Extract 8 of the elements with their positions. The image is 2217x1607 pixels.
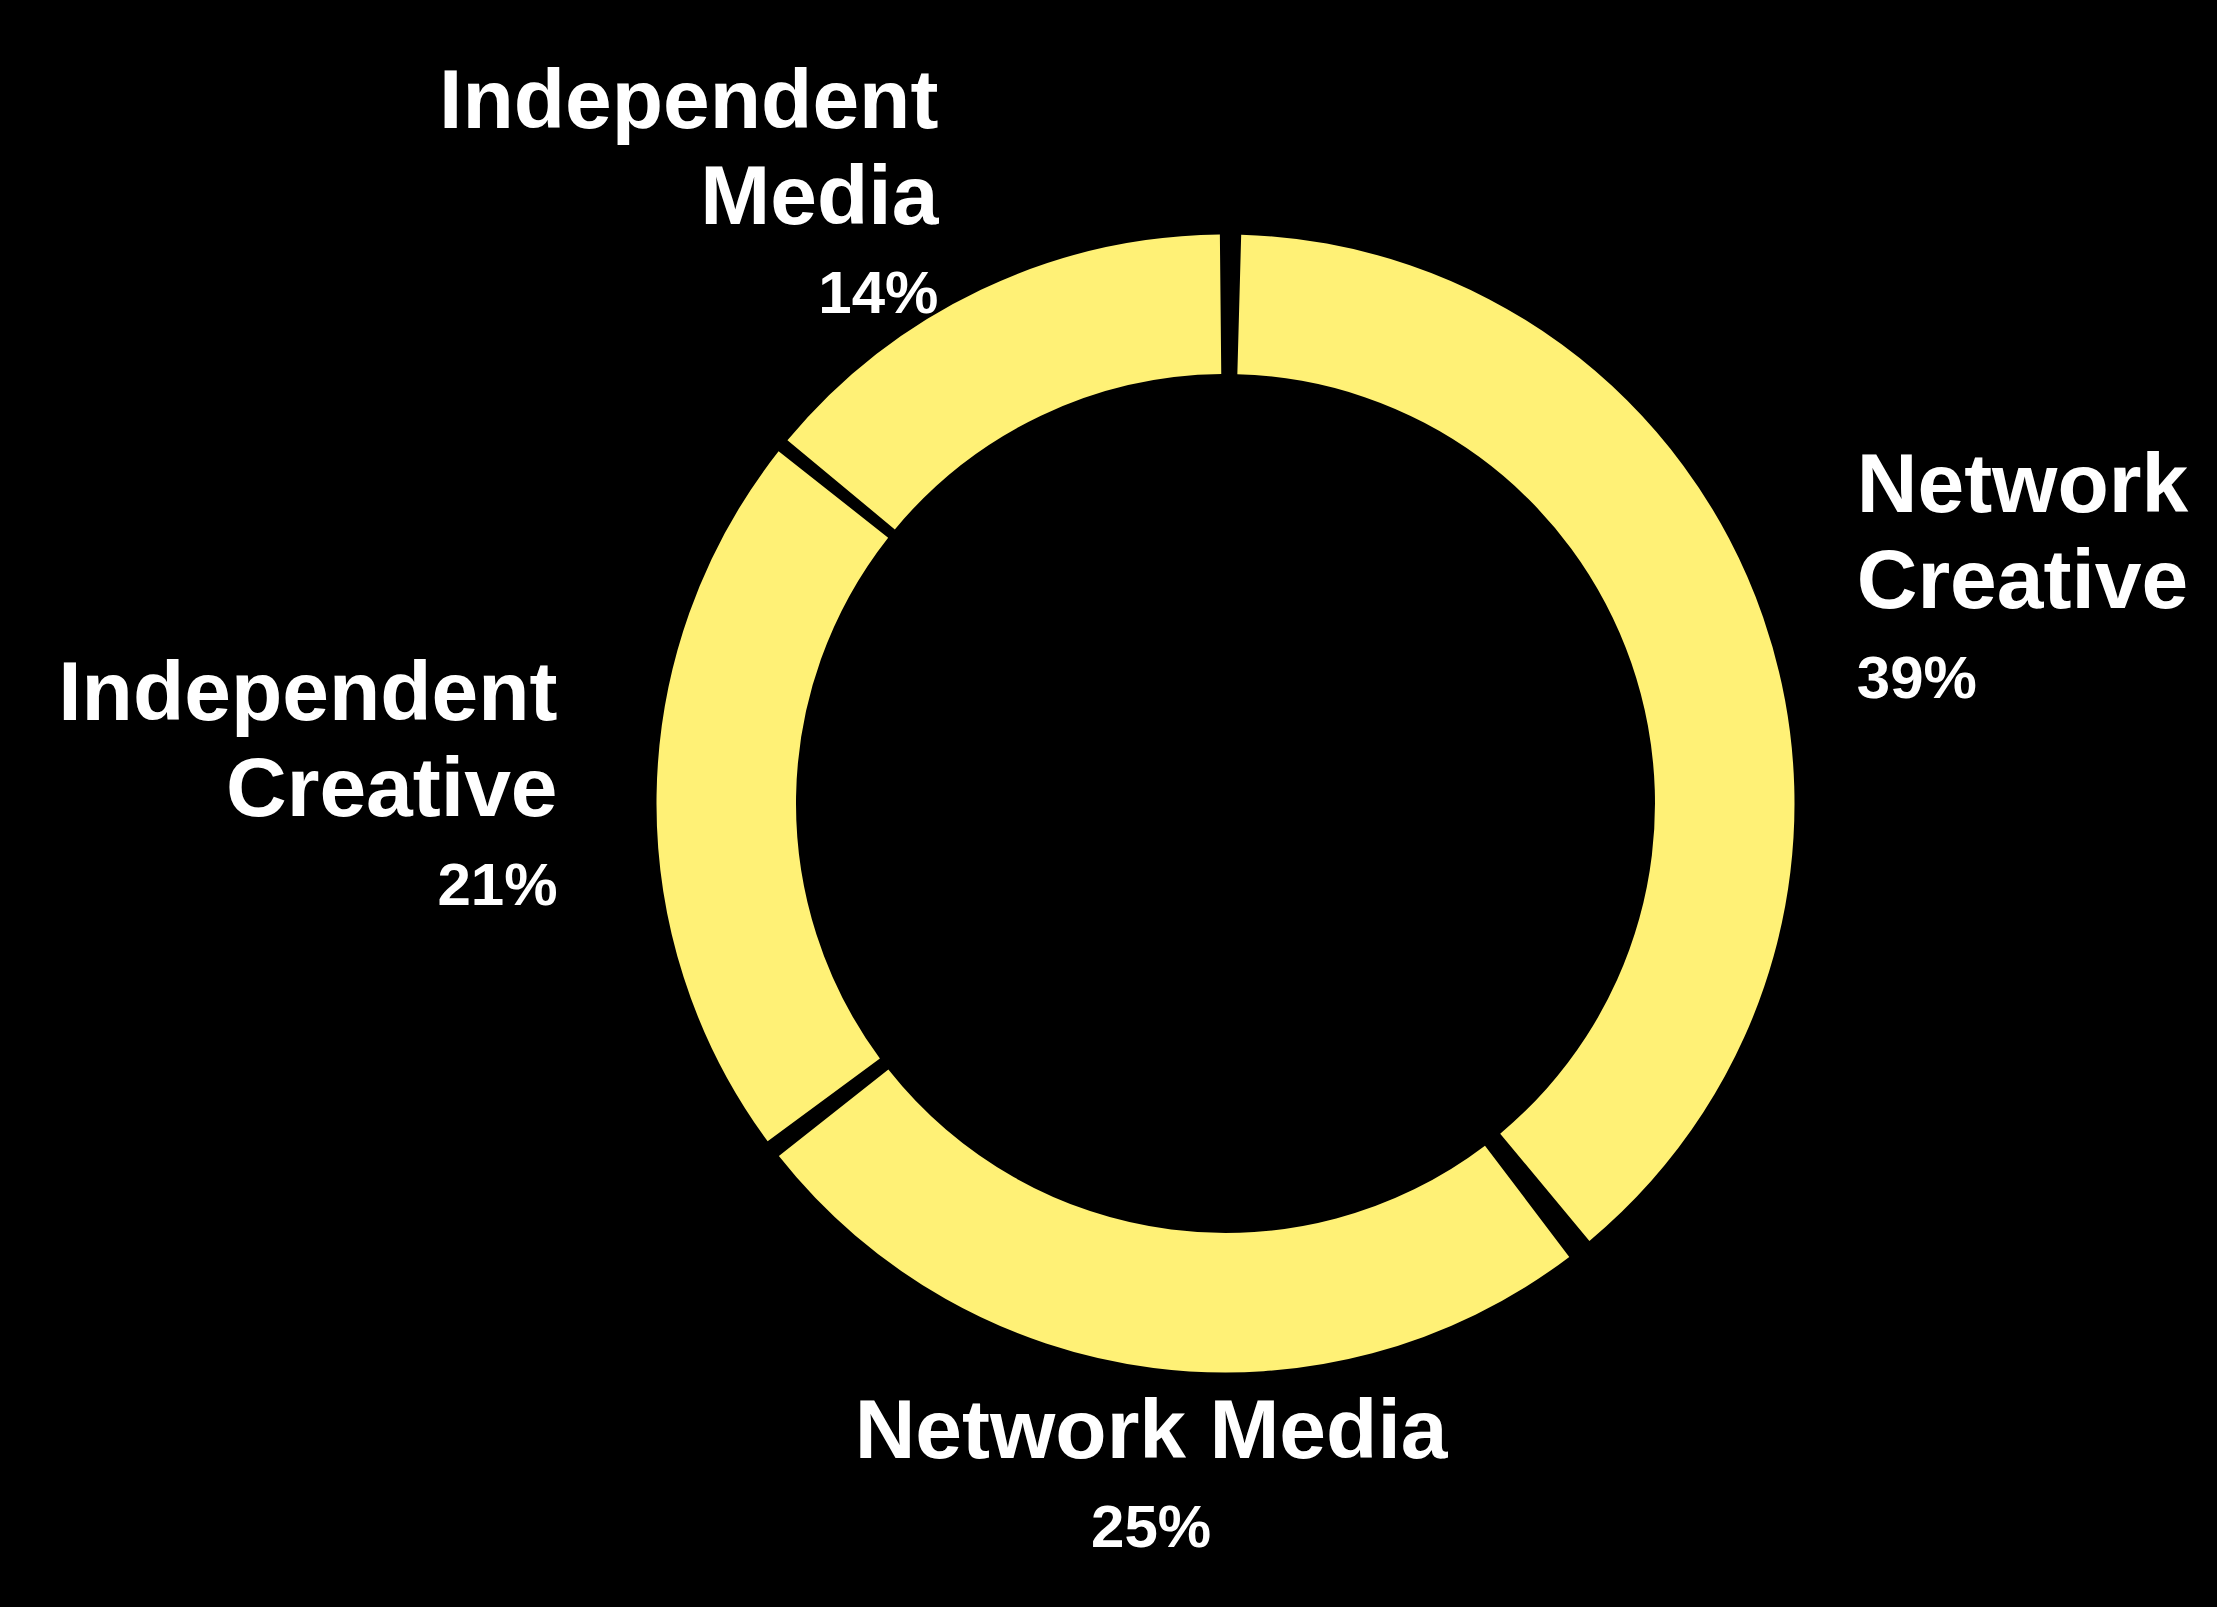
slice-label: Independent Creative	[58, 644, 558, 835]
data-label: 39%	[1856, 643, 1977, 711]
slice-label: Network Media	[854, 1381, 1449, 1476]
data-label: 21%	[437, 851, 558, 919]
data-label: 14%	[818, 258, 939, 326]
slice-label: Independent Media	[439, 51, 940, 242]
data-label: 25%	[1091, 1493, 1212, 1561]
slice-label: Network Creative	[1856, 436, 2189, 627]
